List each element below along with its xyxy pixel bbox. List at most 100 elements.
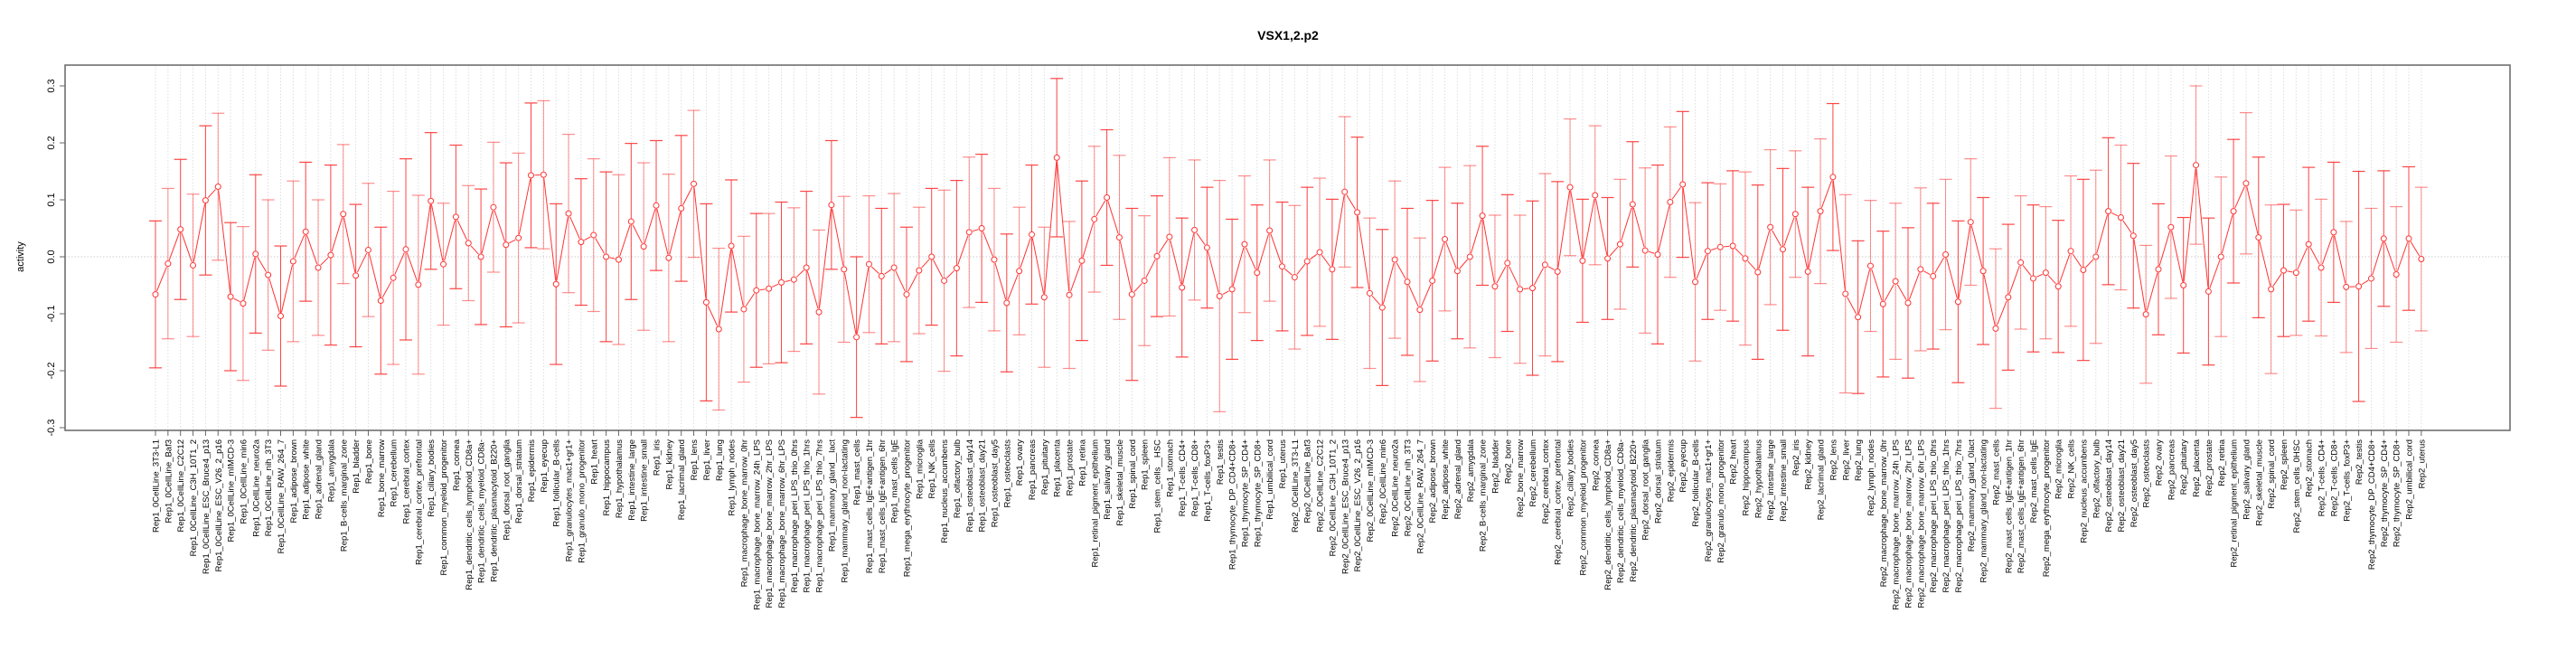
data-point <box>1241 241 1248 248</box>
data-point <box>2067 248 2074 255</box>
series-line-segment <box>1671 186 1681 200</box>
data-point <box>978 225 985 231</box>
data-point <box>865 260 872 268</box>
x-tick-label: Rep2_adipose_white <box>1441 439 1451 520</box>
data-point <box>2217 253 2224 260</box>
series-line-segment <box>1658 205 1670 251</box>
series-line-segment <box>1332 195 1345 266</box>
series-line-segment <box>1057 161 1070 292</box>
data-point <box>1466 253 1473 260</box>
x-tick-label: Rep2_skeletal_muscle <box>2254 439 2264 526</box>
data-point <box>2005 294 2012 301</box>
data-point <box>953 265 960 272</box>
y-tick-label: 0.0 <box>46 250 57 263</box>
x-tick-label: Rep2_macrophage_bone_marrow_2hr_LPS <box>1904 439 1914 608</box>
data-point <box>1629 201 1636 208</box>
series-line-segment <box>1509 266 1519 287</box>
series-line-segment <box>1747 260 1756 270</box>
series-line-segment <box>556 216 569 281</box>
x-tick-label: Rep1_macrophage_bone_marrow_0hr <box>739 439 749 587</box>
series-line-segment <box>772 283 779 288</box>
data-point <box>778 278 785 286</box>
data-point <box>1228 286 1236 293</box>
data-point <box>289 258 296 265</box>
x-tick-label: Rep1_granulo_mono_progenitor <box>577 439 587 563</box>
series-line-segment <box>682 186 693 206</box>
x-tick-label: Rep1_T-cells_CD4+ <box>1178 439 1188 517</box>
series-line-segment <box>843 272 857 334</box>
x-tick-label: Rep2_lens <box>1829 439 1838 481</box>
data-point <box>1566 184 1574 191</box>
series-line-segment <box>1820 180 1832 209</box>
x-tick-label: Rep2_intestine_small <box>1779 439 1789 522</box>
x-tick-label: Rep2_bladder <box>1490 439 1500 494</box>
x-tick-label: Rep1_cerebral_cortex_prefrontal <box>414 439 424 565</box>
series-line-segment <box>870 266 879 275</box>
data-point <box>1128 291 1135 298</box>
data-point <box>1066 291 1073 298</box>
x-tick-label: Rep1_macrophage_peri_LPS_thio_0hrs <box>790 439 800 593</box>
data-point <box>428 197 435 204</box>
data-point <box>1354 209 1361 216</box>
series-line-segment <box>1523 288 1529 290</box>
data-point <box>2255 234 2262 241</box>
x-tick-label: Rep1_ciliary_bodies <box>427 439 437 517</box>
series-line-segment <box>795 269 804 278</box>
series-line-segment <box>1357 215 1370 290</box>
series-line-segment <box>494 210 506 242</box>
data-point <box>214 184 221 191</box>
x-tick-label: Rep1_dorsal_root_ganglia <box>502 439 512 540</box>
data-point <box>315 264 322 271</box>
x-tick-label: Rep2_macrophage_peri_LPS_thio_1hrs <box>1941 439 1951 593</box>
data-point <box>790 276 797 283</box>
x-tick-label: Rep1_prostate <box>1066 439 1076 495</box>
x-tick-label: Rep2_amygdala <box>1466 439 1476 502</box>
x-tick-label: Rep2_0CellLine_min6 <box>1378 439 1388 524</box>
x-tick-label: Rep2_bone <box>1503 439 1513 484</box>
data-point <box>2343 283 2350 290</box>
data-point <box>2080 266 2087 273</box>
data-point <box>1115 234 1123 241</box>
series-line-segment <box>2321 235 2334 265</box>
series-line-segment <box>656 209 669 255</box>
data-point <box>1904 299 1912 307</box>
series-line-segment <box>233 297 240 303</box>
x-tick-label: Rep2_osteoblast_day14 <box>2104 439 2114 532</box>
data-point <box>465 240 472 247</box>
x-tick-label: Rep1_lymph_nodes <box>728 439 738 516</box>
series-line-segment <box>2035 273 2043 278</box>
data-point <box>828 202 835 209</box>
x-tick-label: Rep2_stomach <box>2305 439 2315 497</box>
series-line-segment <box>1621 207 1632 241</box>
x-tick-label: Rep1_mammary_gland__lact <box>827 439 837 552</box>
data-point <box>941 277 948 284</box>
series-line-segment <box>644 208 656 243</box>
data-point <box>1804 268 1811 275</box>
data-point <box>1616 241 1623 248</box>
series-line-segment <box>2008 265 2020 295</box>
series-line-segment <box>1396 262 1406 279</box>
x-tick-label: Rep1_pancreas <box>1028 439 1038 500</box>
data-point <box>1592 192 1599 199</box>
data-point <box>1279 263 1285 270</box>
x-tick-label: Rep1_0CellLine_neuro2a <box>251 439 261 536</box>
x-tick-label: Rep1_eyecup <box>540 439 550 493</box>
plot-frame <box>64 64 2511 431</box>
series-line-segment <box>1145 259 1156 278</box>
data-point <box>1791 211 1799 218</box>
x-tick-label: Rep2_nucleus_accumbens <box>2079 439 2089 543</box>
x-tick-label: Rep2_granulocytes_mac1+gr1+ <box>1704 439 1714 562</box>
series-line-segment <box>2122 220 2132 233</box>
x-tick-label: Rep2_T-cells_CD4+ <box>2317 439 2327 517</box>
data-point <box>2367 275 2374 282</box>
x-tick-label: Rep2_spinal_cord <box>2267 439 2277 509</box>
chart-title: VSX1,2.p2 <box>1257 28 1319 42</box>
x-tick-label: Rep2_bone_marrow <box>1516 439 1526 517</box>
data-point <box>890 264 898 271</box>
series-line-segment <box>294 234 306 259</box>
data-point <box>1291 274 1298 281</box>
x-tick-label: Rep2_testis <box>2355 439 2364 485</box>
x-tick-label: Rep1_hypothalamus <box>615 439 625 518</box>
series-line-segment <box>1031 238 1045 294</box>
x-tick-label: Rep1_adipose_brown <box>289 439 299 523</box>
